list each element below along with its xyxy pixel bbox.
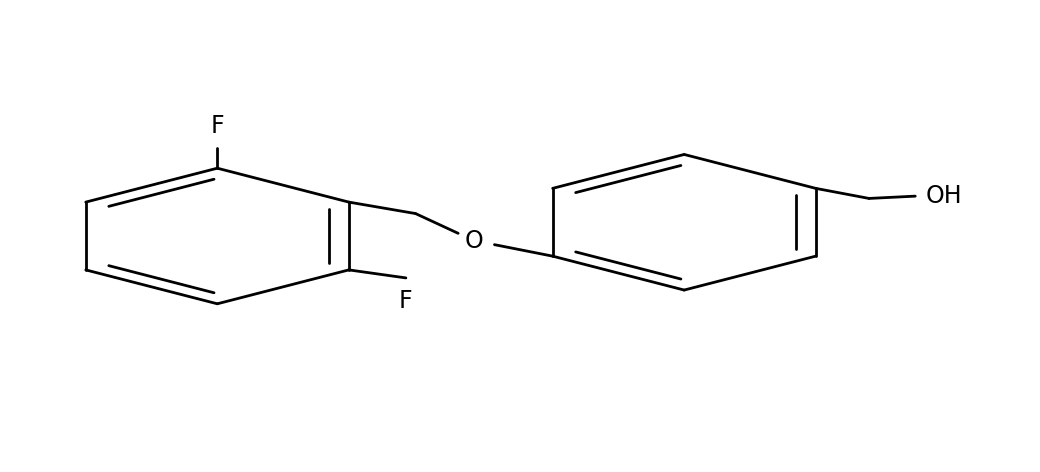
- Text: F: F: [210, 113, 224, 137]
- Text: F: F: [399, 289, 413, 313]
- Text: OH: OH: [926, 184, 962, 208]
- Text: O: O: [465, 228, 484, 253]
